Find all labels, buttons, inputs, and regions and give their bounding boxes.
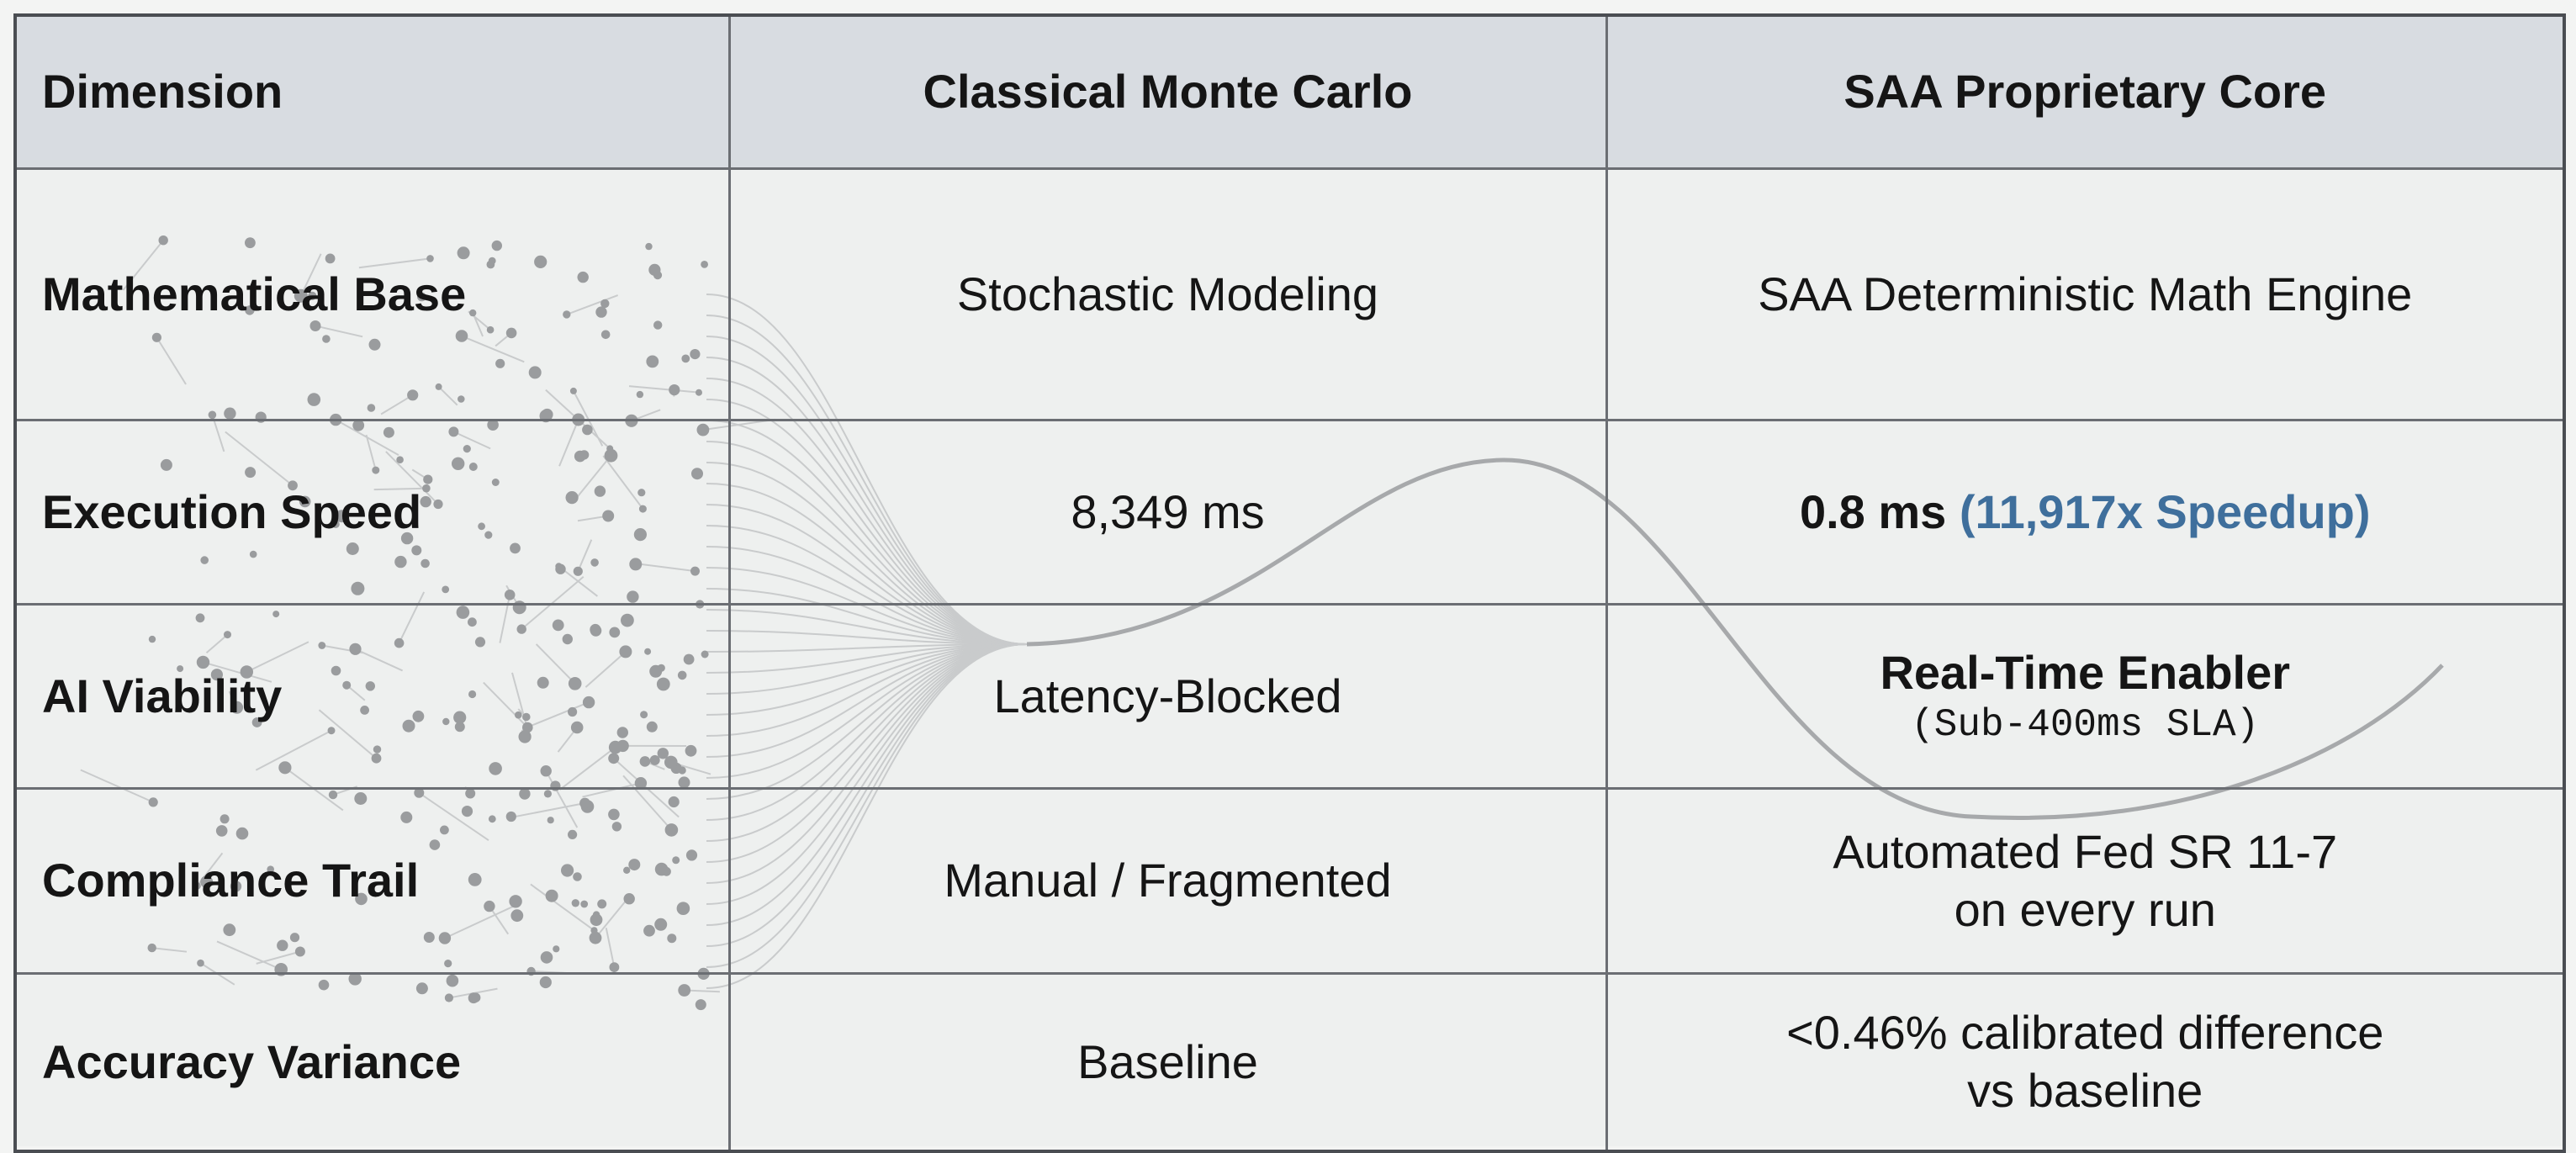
dimension-cell: Accuracy Variance	[15, 974, 729, 1151]
cell-line: Real-Time Enabler	[1625, 644, 2547, 701]
speed-value: 0.8 ms	[1800, 485, 1946, 538]
header-cell: Dimension	[15, 15, 729, 169]
dimension-cell: Execution Speed	[15, 420, 729, 605]
header-row: Dimension Classical Monte Carlo SAA Prop…	[15, 15, 2564, 169]
row: Mathematical Base Stochastic Modeling SA…	[15, 169, 2564, 420]
header-cell: SAA Proprietary Core	[1606, 15, 2564, 169]
row: AI Viability Latency-Blocked Real-Time E…	[15, 605, 2564, 789]
cell-line: Automated Fed SR 11-7	[1625, 823, 2547, 881]
cell-line: vs baseline	[1625, 1062, 2547, 1119]
row: Execution Speed 8,349 ms 0.8 ms (11,917x…	[15, 420, 2564, 605]
classical-cell: 8,349 ms	[729, 420, 1606, 605]
classical-cell: Baseline	[729, 974, 1606, 1151]
cell-line: on every run	[1625, 881, 2547, 939]
row: Accuracy Variance Baseline <0.46% calibr…	[15, 974, 2564, 1151]
dimension-cell: AI Viability	[15, 605, 729, 789]
page: Dimension Classical Monte Carlo SAA Prop…	[0, 0, 2576, 1151]
comparison-table: Dimension Classical Monte Carlo SAA Prop…	[13, 13, 2566, 1153]
dimension-cell: Mathematical Base	[15, 169, 729, 420]
row: Compliance Trail Manual / Fragmented Aut…	[15, 789, 2564, 974]
cell-line: <0.46% calibrated difference	[1625, 1004, 2547, 1061]
cell-line: (Sub-400ms SLA)	[1625, 701, 2547, 748]
saa-cell: Real-Time Enabler(Sub-400ms SLA)	[1606, 605, 2564, 789]
saa-cell: SAA Deterministic Math Engine	[1606, 169, 2564, 420]
classical-cell: Stochastic Modeling	[729, 169, 1606, 420]
header-cell: Classical Monte Carlo	[729, 15, 1606, 169]
classical-cell: Latency-Blocked	[729, 605, 1606, 789]
speedup-note: (11,917x Speedup)	[1960, 485, 2371, 538]
classical-cell: Manual / Fragmented	[729, 789, 1606, 974]
saa-cell: 0.8 ms (11,917x Speedup)	[1606, 420, 2564, 605]
dimension-cell: Compliance Trail	[15, 789, 729, 974]
